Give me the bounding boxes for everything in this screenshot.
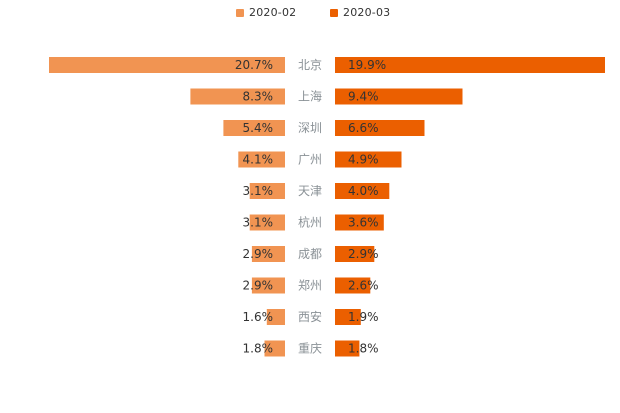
data-label-2020-03-3: 4.9% xyxy=(348,153,379,167)
category-label-1: 上海 xyxy=(298,89,322,104)
bar-2020-03-6[interactable] xyxy=(335,246,375,262)
data-label-2020-03-4: 4.0% xyxy=(348,184,379,198)
bar-2020-02-0[interactable] xyxy=(49,57,285,73)
category-label-2: 深圳 xyxy=(298,121,322,135)
category-label-9: 重庆 xyxy=(298,342,322,356)
category-label-6: 成都 xyxy=(298,247,322,261)
legend-item-2020-02[interactable]: 2020-02 xyxy=(236,6,296,19)
bar-2020-02-8[interactable] xyxy=(266,309,285,325)
bar-2020-02-4[interactable] xyxy=(249,183,285,199)
legend-item-2020-03[interactable]: 2020-03 xyxy=(330,6,390,19)
data-label-2020-03-0: 19.9% xyxy=(348,58,386,72)
data-label-2020-02-1: 8.3% xyxy=(243,90,274,104)
bar-2020-03-3[interactable] xyxy=(335,151,402,168)
bar-2020-03-8[interactable] xyxy=(335,309,361,325)
legend-label-2020-02: 2020-02 xyxy=(249,6,297,19)
data-label-2020-02-4: 3.1% xyxy=(243,184,274,198)
bar-2020-03-5[interactable] xyxy=(335,214,384,231)
bar-2020-02-9[interactable] xyxy=(264,340,286,357)
bar-2020-02-3[interactable] xyxy=(238,151,285,168)
legend-swatch-2020-03 xyxy=(330,8,338,17)
data-label-2020-03-9: 1.8% xyxy=(348,342,379,356)
bar-2020-03-4[interactable] xyxy=(335,183,390,199)
data-label-2020-02-6: 2.9% xyxy=(243,247,274,261)
bar-2020-03-7[interactable] xyxy=(335,277,371,294)
category-label-7: 郑州 xyxy=(298,278,322,293)
data-label-2020-02-3: 4.1% xyxy=(243,153,274,167)
bar-2020-02-1[interactable] xyxy=(190,88,285,105)
data-label-2020-02-5: 3.1% xyxy=(243,216,274,230)
data-label-2020-02-9: 1.8% xyxy=(243,342,274,356)
category-label-4: 天津 xyxy=(298,184,322,198)
data-label-2020-03-5: 3.6% xyxy=(348,216,379,230)
data-label-2020-02-7: 2.9% xyxy=(243,279,274,293)
bar-2020-03-1[interactable] xyxy=(335,88,463,105)
data-label-2020-03-2: 6.6% xyxy=(348,121,379,135)
data-label-2020-02-8: 1.6% xyxy=(243,310,274,324)
category-label-0: 北京 xyxy=(298,58,322,72)
bar-2020-02-7[interactable] xyxy=(251,277,285,294)
category-label-8: 西安 xyxy=(298,309,322,324)
legend-swatch-2020-02 xyxy=(236,8,244,17)
bar-2020-02-5[interactable] xyxy=(249,214,285,231)
bar-2020-03-0[interactable] xyxy=(335,57,605,73)
bar-2020-03-9[interactable] xyxy=(335,340,360,357)
legend-label-2020-03: 2020-03 xyxy=(343,6,391,19)
data-label-2020-03-7: 2.6% xyxy=(348,279,379,293)
chart-legend: 2020-02 2020-03 xyxy=(0,6,620,20)
data-label-2020-02-2: 5.4% xyxy=(243,121,274,135)
data-label-2020-03-1: 9.4% xyxy=(348,90,379,104)
category-label-3: 广州 xyxy=(298,153,322,167)
category-label-5: 杭州 xyxy=(298,215,322,230)
data-label-2020-03-8: 1.9% xyxy=(348,310,379,324)
data-label-2020-03-6: 2.9% xyxy=(348,247,379,261)
data-label-2020-02-0: 20.7% xyxy=(235,58,273,72)
bar-2020-02-6[interactable] xyxy=(251,246,285,262)
bar-2020-02-2[interactable] xyxy=(223,120,285,136)
bar-2020-03-2[interactable] xyxy=(335,120,425,136)
